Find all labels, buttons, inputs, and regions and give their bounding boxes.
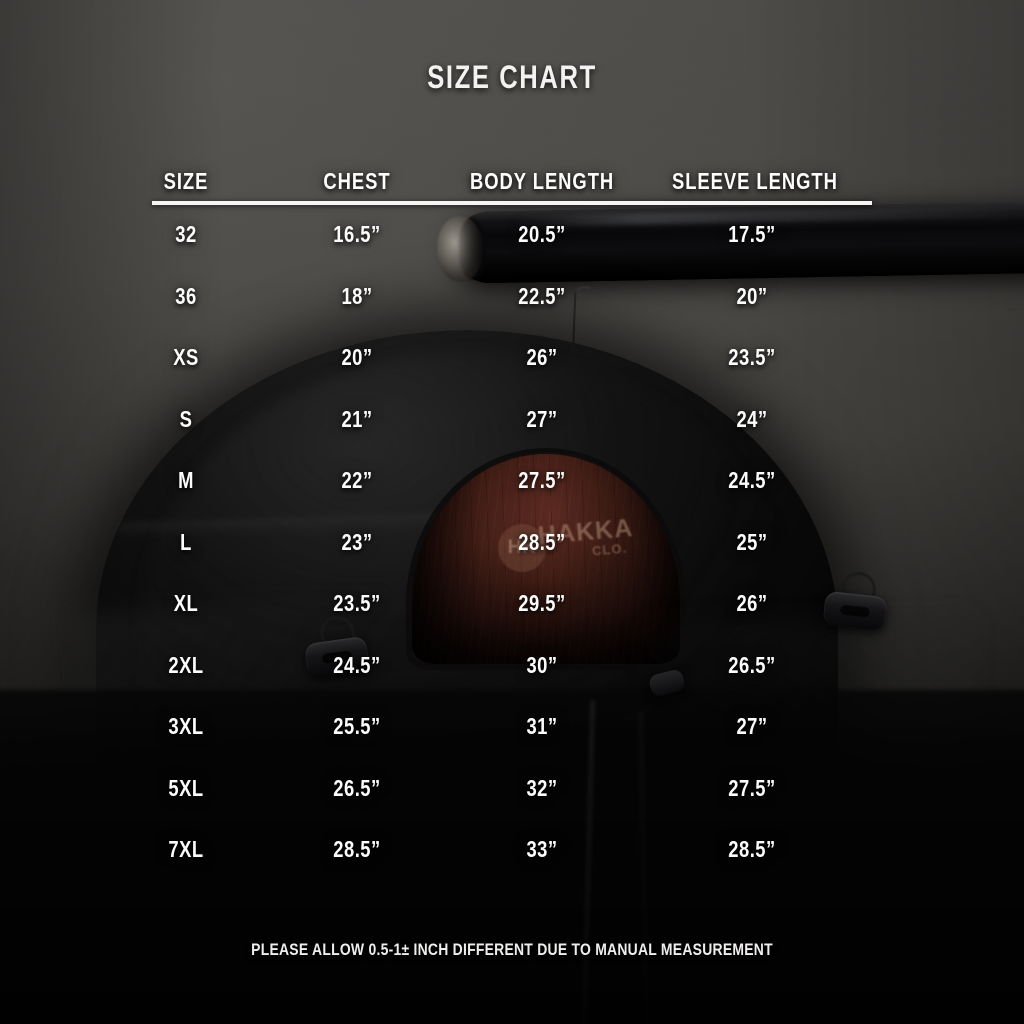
column-header-sleeve-length: SLEEVE LENGTH (672, 167, 838, 194)
cell-size: 2XL (168, 651, 204, 678)
cell-body: 22.5” (518, 282, 566, 309)
table-row: 7XL 28.5” 33” 28.5” (152, 819, 872, 881)
cell-chest: 21” (341, 405, 373, 432)
cell-body: 33” (526, 836, 558, 863)
column-header-chest: CHEST (323, 167, 391, 194)
cell-sleeve: 20” (736, 282, 768, 309)
cell-chest: 28.5” (333, 836, 381, 863)
cell-sleeve: 25” (736, 528, 768, 555)
cell-sleeve: 28.5” (728, 836, 776, 863)
column-header-size: SIZE (163, 167, 209, 194)
cell-body: 27.5” (518, 467, 566, 494)
cell-body: 31” (526, 713, 558, 740)
table-row: S 21” 27” 24” (152, 389, 872, 451)
cell-chest: 24.5” (333, 651, 381, 678)
hanger-brand-badge: HK (498, 524, 546, 572)
cell-body: 20.5” (518, 221, 566, 248)
cell-size: 5XL (168, 774, 204, 801)
cell-sleeve: 27” (736, 713, 768, 740)
table-header-row: SIZE CHEST BODY LENGTH SLEEVE LENGTH (152, 158, 872, 204)
table-row: M 22” 27.5” 24.5” (152, 450, 872, 512)
table-row: XL 23.5” 29.5” 26” (152, 573, 872, 635)
cell-chest: 23” (341, 528, 373, 555)
size-chart-table: SIZE CHEST BODY LENGTH SLEEVE LENGTH 32 … (152, 158, 872, 881)
cell-body: 32” (526, 774, 558, 801)
cell-size: 3XL (168, 713, 204, 740)
cell-body: 29.5” (518, 590, 566, 617)
table-row: 2XL 24.5” 30” 26.5” (152, 635, 872, 697)
cell-size: 32 (175, 221, 197, 248)
cell-sleeve: 23.5” (728, 344, 776, 371)
cell-sleeve: 24” (736, 405, 768, 432)
cell-sleeve: 26” (736, 590, 768, 617)
cell-sleeve: 24.5” (728, 467, 776, 494)
cell-sleeve: 26.5” (728, 651, 776, 678)
cell-chest: 20” (341, 344, 373, 371)
cell-body: 26” (526, 344, 558, 371)
cell-body: 27” (526, 405, 558, 432)
cell-size: S (179, 405, 193, 432)
cell-body: 30” (526, 651, 558, 678)
cell-size: XS (173, 344, 199, 371)
cell-chest: 26.5” (333, 774, 381, 801)
cell-size: 7XL (168, 836, 204, 863)
cell-chest: 16.5” (333, 221, 381, 248)
page-title: SIZE CHART (427, 59, 597, 95)
measurement-disclaimer: PLEASE ALLOW 0.5-1± INCH DIFFERENT DUE T… (251, 940, 773, 959)
table-row: 36 18” 22.5” 20” (152, 266, 872, 328)
table-row: 32 16.5” 20.5” 17.5” (152, 204, 872, 266)
cell-chest: 23.5” (333, 590, 381, 617)
jacket-body-fabric (0, 690, 1024, 1024)
table-row: XS 20” 26” 23.5” (152, 327, 872, 389)
cell-sleeve: 27.5” (728, 774, 776, 801)
cell-size: 36 (175, 282, 197, 309)
cell-body: 28.5” (518, 528, 566, 555)
table-row: L 23” 28.5” 25” (152, 512, 872, 574)
cell-size: XL (173, 590, 199, 617)
header-divider-line (152, 201, 872, 205)
cell-chest: 18” (341, 282, 373, 309)
cell-chest: 25.5” (333, 713, 381, 740)
cell-size: M (178, 467, 194, 494)
cell-sleeve: 17.5” (728, 221, 776, 248)
cell-chest: 22” (341, 467, 373, 494)
cell-size: L (180, 528, 192, 555)
column-header-body-length: BODY LENGTH (470, 167, 615, 194)
table-row: 5XL 26.5” 32” 27.5” (152, 758, 872, 820)
table-row: 3XL 25.5” 31” 27” (152, 696, 872, 758)
